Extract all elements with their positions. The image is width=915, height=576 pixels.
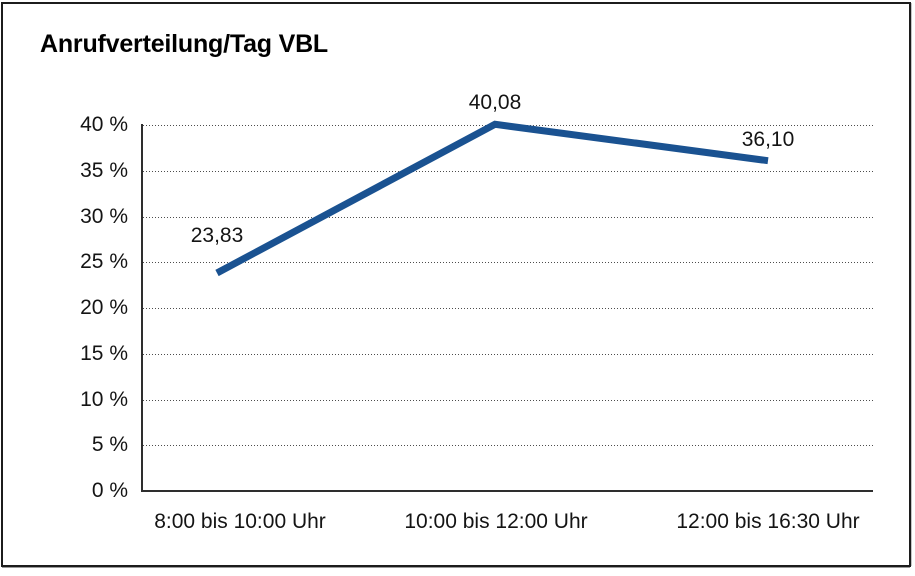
gridline-40 xyxy=(143,125,873,126)
data-label-0: 23,83 xyxy=(190,224,244,247)
y-axis-line xyxy=(141,124,143,492)
x-tick-label: 12:00 bis 16:30 Uhr xyxy=(676,510,860,533)
data-label-2: 36,10 xyxy=(741,128,795,151)
y-tick-label: 35 % xyxy=(80,159,128,182)
y-tick-label: 30 % xyxy=(80,205,128,228)
gridline-15 xyxy=(143,354,873,355)
y-tick-label: 25 % xyxy=(80,250,128,273)
series-line xyxy=(215,120,769,277)
y-tick-label: 20 % xyxy=(80,296,128,319)
x-tick-label: 8:00 bis 10:00 Uhr xyxy=(154,510,326,533)
chart-border xyxy=(1,2,911,567)
gridline-25 xyxy=(143,262,873,263)
gridline-20 xyxy=(143,308,873,309)
gridline-5 xyxy=(143,445,873,446)
x-tick-label: 10:00 bis 12:00 Uhr xyxy=(404,510,588,533)
y-tick-label: 40 % xyxy=(80,113,128,136)
y-tick-label: 10 % xyxy=(80,388,128,411)
y-tick-label: 15 % xyxy=(80,342,128,365)
y-tick-label: 5 % xyxy=(91,433,128,456)
x-axis-line xyxy=(141,490,873,492)
gridline-35 xyxy=(143,171,873,172)
gridline-10 xyxy=(143,400,873,401)
y-tick-label: 0 % xyxy=(91,479,128,502)
gridline-30 xyxy=(143,217,873,218)
data-label-1: 40,08 xyxy=(468,91,522,114)
chart-title: Anrufverteilung/Tag VBL xyxy=(40,30,329,58)
